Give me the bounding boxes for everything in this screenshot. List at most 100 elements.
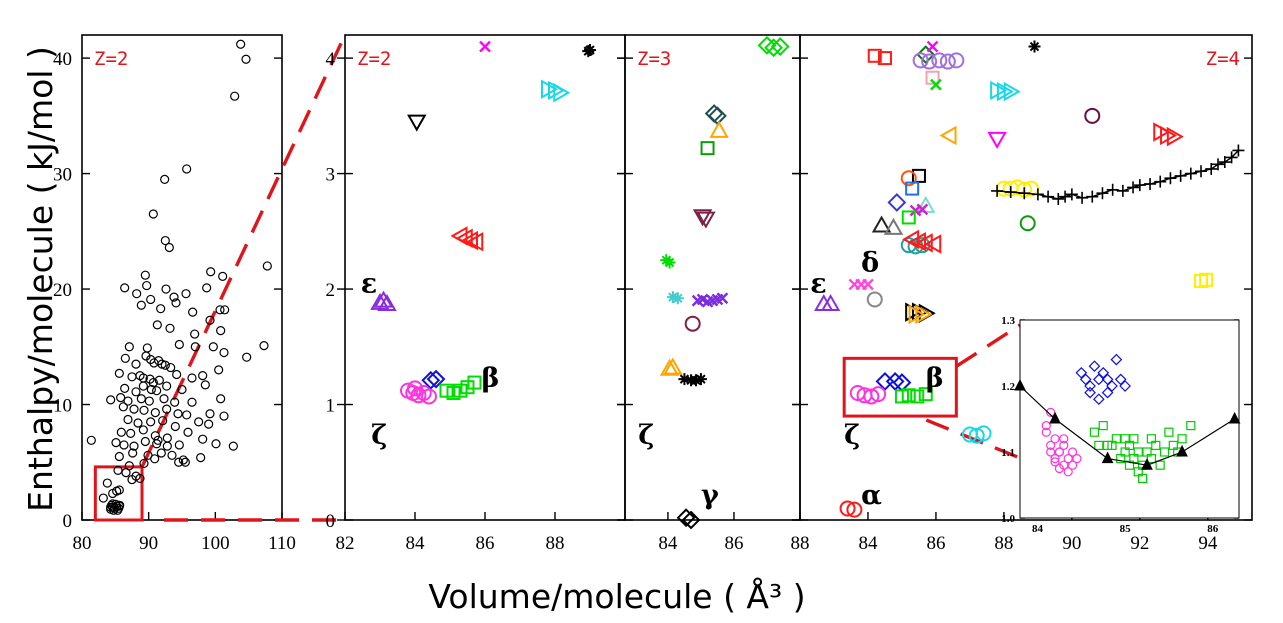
data-point [1059,190,1072,203]
data-point [174,440,184,450]
data-point [172,369,182,380]
series [439,375,482,400]
data-point [466,231,484,252]
data-point [421,370,441,390]
data-point [173,409,183,419]
data-point [887,193,907,212]
data-point [133,418,143,428]
data-point [1159,447,1170,457]
data-point [1086,190,1099,203]
zoom-region-z4 [842,356,958,418]
data-point [407,380,423,397]
data-point [901,388,916,403]
data-point [124,342,134,352]
data-point [242,352,252,362]
data-point [216,394,226,404]
y-tick-label: 4 [326,49,336,70]
data-point [152,439,162,449]
data-point [259,341,269,351]
data-point [152,320,162,330]
series [582,44,596,58]
data-point [1144,177,1157,190]
y-tick-label: 1.2 [1001,381,1015,393]
data-point [689,374,702,387]
y-tick-label: 30 [53,165,72,186]
data-point [159,394,169,404]
series-line [997,149,1239,200]
series [926,40,939,53]
data-point [262,261,272,271]
series [961,425,992,444]
data-point [190,329,200,339]
data-point [188,307,198,317]
data-point [148,209,158,219]
x-tick-label: 82 [336,533,355,554]
data-point [1124,460,1135,470]
data-point [1088,360,1101,373]
data-point [1101,451,1114,464]
phase-label: ζ [371,420,387,451]
data-point [900,170,917,187]
series [908,304,933,325]
data-point [158,416,168,426]
data-point [1041,421,1051,431]
data-point [1225,151,1238,164]
data-point [241,54,251,64]
y-tick-label: 3 [326,165,336,186]
data-point [467,375,482,390]
data-point [901,210,916,225]
x-tick-label: 88 [791,533,810,554]
data-point [113,505,123,515]
x-tick-label: 110 [268,533,296,554]
y-tick-label: 0 [63,511,73,532]
data-point [178,455,188,465]
data-point [146,384,156,395]
zoom-connector-upper [140,34,347,468]
data-point [916,45,936,65]
data-point [1101,386,1114,399]
data-point [930,78,942,91]
data-point [127,474,137,485]
y-tick-label: 10 [53,396,72,417]
data-point [98,493,108,503]
data-point [1129,434,1139,444]
data-point [216,326,226,336]
data-point [111,438,121,448]
data-point [206,267,216,277]
panel-label: Z=2 [357,48,391,70]
data-point [700,141,715,156]
x-tick-label: 94 [1198,533,1218,554]
data-point [1154,175,1167,188]
data-point [1065,188,1078,201]
phase-label: δ [861,248,879,279]
data-point [1094,440,1104,450]
data-point [1052,192,1065,205]
data-point [421,388,437,405]
data-point [220,305,230,315]
series [902,229,942,254]
series [666,291,684,305]
phase-label: β [926,363,944,394]
data-point [1063,467,1073,477]
data-point [126,428,136,438]
data-point [202,283,212,293]
data-point [162,441,172,451]
x-tick-label: 100 [201,533,230,554]
series [1075,353,1131,406]
data-point [190,342,200,352]
x-tick-label: 80 [73,533,92,554]
data-point [870,386,887,403]
data-point [908,231,926,252]
data-point [120,383,130,393]
data-point [109,505,119,515]
data-point [115,500,125,510]
data-point [156,448,166,458]
series [1194,272,1214,288]
data-point [916,203,929,216]
data-point [918,387,933,402]
data-point [716,292,729,305]
series [479,40,491,53]
data-point [113,465,123,475]
phase-label: γ [701,480,719,511]
